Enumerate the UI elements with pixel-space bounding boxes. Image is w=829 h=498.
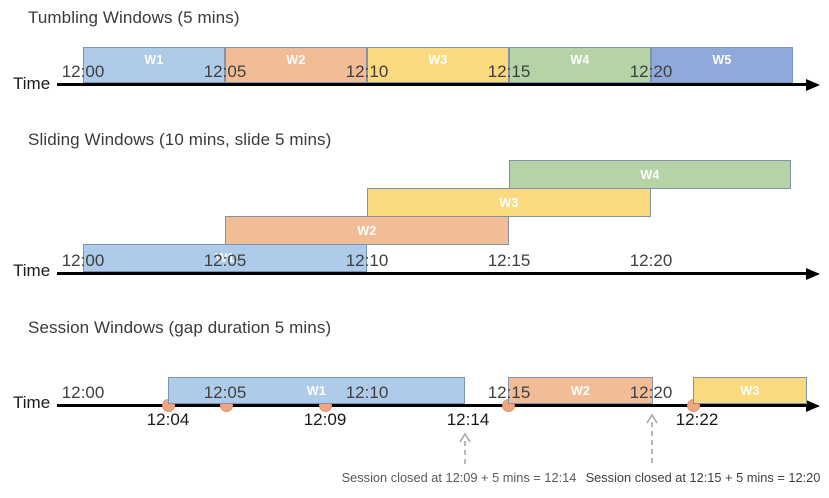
window-label: W1 [215, 251, 235, 265]
tumbling-title: Tumbling Windows (5 mins) [28, 8, 240, 27]
window-label: W3 [740, 383, 760, 398]
window-label: W4 [570, 53, 590, 67]
tick-label: 12:20 [629, 383, 673, 402]
tick-label: 12:10 [345, 62, 389, 81]
sliding-window-w4: W4 [509, 160, 791, 189]
axis-arrow-icon [806, 267, 820, 280]
tumbling-axis-time-label: Time [13, 74, 51, 93]
event-time-label: 12:09 [303, 410, 347, 429]
sliding-window-w1: W1 [83, 244, 367, 272]
tick-label: 12:20 [629, 251, 673, 270]
callout-arrow-icon [459, 432, 471, 465]
session-close-annotation-1: Session closed at 12:09 + 5 mins = 12:14 [341, 470, 577, 485]
window-label: W4 [640, 167, 660, 182]
window-label: W2 [286, 53, 306, 67]
tumbling-window-w4: W4 [509, 47, 651, 83]
tick-label: 12:00 [61, 62, 105, 81]
tick-label: 12:10 [345, 251, 389, 270]
sliding-window-w2: W2 [225, 216, 509, 245]
callout-arrow-icon [646, 413, 658, 465]
session-axis-line [57, 404, 807, 407]
window-label: W1 [144, 53, 164, 67]
tick-label: 12:05 [203, 383, 247, 402]
axis-arrow-icon [806, 399, 820, 412]
tick-label: 12:10 [345, 383, 389, 402]
event-time-label: 12:04 [146, 410, 190, 429]
tick-label: 12:05 [203, 251, 247, 270]
tumbling-window-w1: W1 [83, 47, 225, 83]
close-time-label: 12:14 [446, 410, 490, 429]
tumbling-window-w3: W3 [367, 47, 509, 83]
session-axis-time-label: Time [13, 393, 51, 412]
tick-label: 12:15 [487, 251, 531, 270]
tick-label: 12:20 [629, 62, 673, 81]
tumbling-axis-line [57, 83, 807, 86]
tick-label: 12:00 [61, 383, 105, 402]
tick-label: 12:15 [487, 383, 531, 402]
session-title: Session Windows (gap duration 5 mins) [28, 318, 332, 337]
session-window-w2: W2 [508, 377, 653, 404]
tick-label: 12:05 [203, 62, 247, 81]
window-label: W1 [306, 383, 327, 398]
axis-arrow-icon [806, 78, 820, 91]
tick-label: 12:15 [487, 62, 531, 81]
tumbling-window-w2: W2 [225, 47, 367, 83]
window-label: W5 [712, 53, 732, 67]
window-label: W3 [428, 53, 448, 67]
sliding-title: Sliding Windows (10 mins, slide 5 mins) [28, 130, 332, 149]
session-close-annotation-2: Session closed at 12:15 + 5 mins = 12:20 [585, 470, 821, 485]
sliding-window-w3: W3 [367, 188, 651, 217]
sliding-axis-time-label: Time [13, 261, 51, 280]
window-label: W2 [570, 383, 591, 398]
window-label: W3 [499, 195, 519, 210]
tick-label: 12:00 [61, 251, 105, 270]
event-time-label: 12:22 [675, 410, 719, 429]
session-window-w1: W1 [168, 377, 465, 404]
session-window-w3: W3 [693, 377, 807, 404]
window-label: W2 [357, 223, 377, 238]
tumbling-window-w5: W5 [651, 47, 793, 83]
sliding-axis-line [57, 272, 807, 275]
